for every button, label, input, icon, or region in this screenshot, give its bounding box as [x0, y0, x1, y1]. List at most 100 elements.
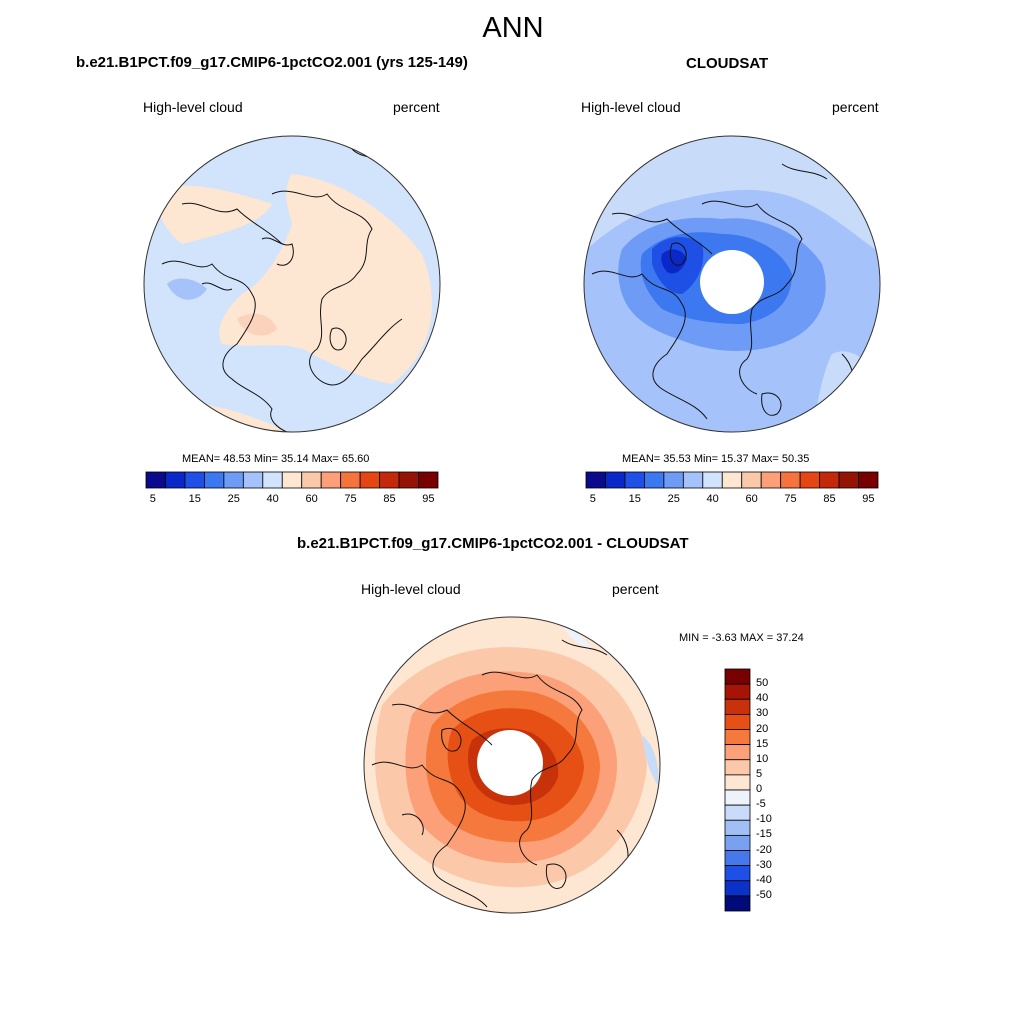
panel-2-colorbar-swatch — [858, 471, 879, 489]
panel-1-colorbar-tick-label: 15 — [188, 493, 201, 505]
panel-2-colorbar-tick-label: 40 — [706, 493, 719, 505]
panel-1-polar-map — [143, 135, 441, 433]
panel-3-colorbar-tick-label: 50 — [756, 677, 769, 690]
panel-3-colorbar-tick-label: 0 — [756, 783, 763, 795]
panel-2-title: CLOUDSAT — [686, 55, 769, 72]
panel-1-colorbar-swatch — [262, 471, 283, 489]
panel-1-colorbar-swatch — [301, 471, 322, 489]
panel-3-colorbar-swatch — [724, 789, 751, 806]
panel-2-colorbar-swatch — [663, 471, 684, 489]
panel-2-colorbar-tick-label: 95 — [862, 493, 875, 505]
panel-3-title: b.e21.B1PCT.f09_g17.CMIP6-1pctCO2.001 - … — [297, 535, 689, 552]
panel-1-title: b.e21.B1PCT.f09_g17.CMIP6-1pctCO2.001 (y… — [76, 54, 468, 71]
panel-2-colorbar-tick-label: 85 — [823, 493, 836, 505]
panel-2-colorbar-swatch — [644, 471, 665, 489]
panel-1-units-label: percent — [393, 99, 440, 115]
panel-3-colorbar-tick-label: -5 — [756, 798, 766, 811]
panel-2-colorbar-swatch — [624, 471, 645, 489]
panel-1-colorbar-swatch — [359, 471, 381, 489]
panel-2-colorbar-swatch — [741, 471, 762, 489]
panel-3-colorbar-tick-label: -10 — [756, 813, 772, 826]
panel-2-field-darkest-region — [661, 249, 687, 274]
panel-2-colorbar-ticks: 5 15 25 40 60 75 85 95 — [586, 493, 878, 507]
panel-2-colorbar-tick-label: 60 — [745, 493, 758, 505]
panel-3-colorbar-ticks: 50 40 30 20 15 10 5 0 -5 -10 -15 -20 -30 -40 -50 — [756, 669, 796, 911]
panel-2-polar-hole — [700, 250, 764, 314]
panel-1-colorbar-tick-label: 5 — [149, 493, 156, 505]
panel-3-colorbar-tick-label: -30 — [756, 858, 772, 871]
panel-3-field-cool-patch-east — [642, 735, 659, 785]
panel-3-colorbar-swatch — [724, 683, 751, 700]
panel-3-colorbar-swatch — [724, 804, 751, 821]
panel-1-field-warm-patch — [237, 313, 277, 336]
panel-2-colorbar-tick-label: 75 — [784, 493, 797, 505]
panel-3-colorbar-swatch — [724, 880, 751, 897]
panel-2-colorbar-swatch — [605, 471, 626, 489]
panel-3-colorbar-tick-label: 40 — [756, 692, 769, 705]
panel-1-colorbar-swatch — [398, 471, 419, 489]
panel-1-colorbar-ticks: 5 15 25 40 60 75 85 95 — [146, 493, 438, 507]
panel-2-colorbar-swatch — [819, 471, 840, 489]
panel-3-colorbar-swatch — [724, 834, 751, 851]
panel-1-colorbar-tick-label: 85 — [383, 493, 396, 505]
panel-3-colorbar-swatch — [724, 774, 751, 791]
panel-3-field-cool-patch-north — [562, 625, 592, 650]
panel-3-colorbar-swatch — [724, 819, 751, 836]
panel-1-colorbar-swatch — [418, 471, 439, 489]
panel-3-colorbar-swatch — [724, 895, 751, 912]
panel-2-colorbar-swatch — [702, 471, 723, 489]
panel-1-colorbar-swatch — [242, 471, 264, 489]
panel-2-units-label: percent — [832, 99, 879, 115]
panel-2-colorbar-tick-label: 15 — [628, 493, 641, 505]
panel-2-colorbar-tick-label: 5 — [589, 493, 596, 505]
panel-3-colorbar-tick-label: -20 — [756, 843, 772, 856]
panel-1-colorbar-swatch — [204, 471, 225, 489]
panel-3-coastlines — [371, 639, 629, 908]
panel-3-colorbar-tick-label: 20 — [756, 722, 769, 735]
panel-1-colorbar-swatch — [184, 471, 205, 489]
panel-3-colorbar-tick-label: -15 — [756, 828, 772, 841]
panel-2-polar-map — [583, 135, 881, 433]
panel-3-colorbar-swatch — [724, 865, 751, 882]
panel-1-variable-label: High-level cloud — [143, 99, 243, 115]
panel-3-polar-map — [363, 616, 661, 914]
panel-3-colorbar-swatch — [724, 759, 751, 776]
panel-1-colorbar-tick-label: 60 — [305, 493, 318, 505]
panel-3-colorbar-tick-label: 5 — [756, 767, 763, 780]
panel-2-colorbar-swatch — [721, 471, 743, 489]
panel-1-stats: MEAN= 48.53 Min= 35.14 Max= 65.60 — [182, 453, 370, 465]
panel-2-colorbar-swatch — [780, 471, 801, 489]
panel-3-colorbar-tick-label: -50 — [756, 888, 772, 901]
panel-3-colorbar-swatch — [724, 698, 751, 715]
panel-3-colorbar-tick-label: -40 — [756, 873, 772, 886]
panel-2-stats: MEAN= 35.53 Min= 15.37 Max= 50.35 — [622, 453, 810, 465]
panel-3-colorbar-swatch — [724, 713, 751, 730]
panel-1-coastlines — [161, 148, 403, 432]
panel-3-colorbar-swatch — [724, 668, 751, 685]
panel-2-colorbar-swatch — [760, 471, 782, 489]
figure-title: ANN — [482, 12, 544, 44]
panel-1-colorbar-tick-label: 75 — [344, 493, 357, 505]
panel-3-colorbar-tick-label: 10 — [756, 752, 769, 765]
panel-1-colorbar-swatch — [320, 471, 342, 489]
panel-3-colorbar-swatch — [724, 729, 751, 746]
panel-2-variable-label: High-level cloud — [581, 99, 681, 115]
panel-1-colorbar-swatch — [145, 471, 166, 489]
panel-3-stats: MIN = -3.63 MAX = 37.24 — [679, 632, 804, 644]
panel-1-field-warm-region-nw — [158, 185, 272, 244]
panel-2-colorbar-tick-label: 25 — [667, 493, 680, 505]
panel-2-colorbar-swatch — [799, 471, 821, 489]
panel-1-colorbar-swatch — [281, 471, 303, 489]
panel-3-colorbar-tick-label: 15 — [756, 737, 769, 750]
panel-1-colorbar-swatch — [379, 471, 400, 489]
panel-3-colorbar-swatch — [724, 850, 751, 867]
panel-1-field-cool-patch — [167, 278, 207, 300]
panel-3-colorbar-swatch — [724, 744, 751, 761]
panel-3-colorbar-tick-label: 30 — [756, 707, 769, 720]
panel-1-colorbar-swatch — [165, 471, 186, 489]
panel-2-colorbar-swatch — [838, 471, 859, 489]
panel-1-colorbar-swatch — [340, 471, 361, 489]
panel-2-colorbar-swatch — [682, 471, 704, 489]
panel-1-colorbar-tick-label: 40 — [266, 493, 279, 505]
panel-2-field-light-region — [584, 136, 880, 254]
